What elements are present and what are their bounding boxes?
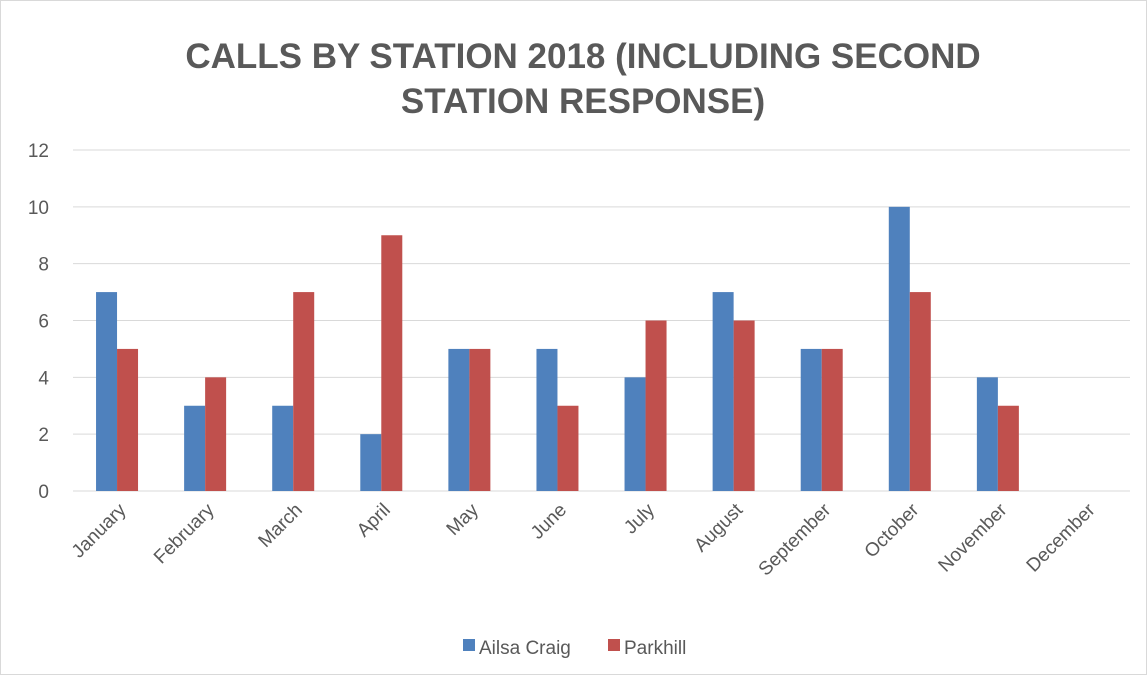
y-tick-label: 2 <box>38 425 49 446</box>
x-tick-label: April <box>353 500 395 542</box>
x-tick-label: March <box>255 500 307 552</box>
x-tick-label: June <box>527 500 571 544</box>
bars <box>96 206 1019 492</box>
chart-title-line-1: CALLS BY STATION 2018 (INCLUDING SECOND <box>185 37 980 76</box>
x-tick-label: October <box>861 499 924 562</box>
bar-parkhill-february <box>205 377 227 491</box>
bar-parkhill-august <box>733 320 755 491</box>
x-tick-label: May <box>443 499 484 540</box>
bar-parkhill-january <box>117 348 139 491</box>
legend-swatch-ailsa-craig <box>463 639 475 651</box>
legend-swatch-parkhill <box>608 639 620 651</box>
bar-ailsa-craig-july <box>624 377 646 491</box>
x-tick-label: September <box>755 499 836 580</box>
y-tick-label: 6 <box>38 312 49 333</box>
x-tick-label: December <box>1023 499 1100 576</box>
bar-ailsa-craig-may <box>448 348 470 491</box>
y-tick-label: 10 <box>28 198 49 219</box>
y-tick-label: 12 <box>28 141 49 162</box>
bar-parkhill-may <box>469 348 491 491</box>
bar-parkhill-july <box>645 320 667 491</box>
bar-parkhill-october <box>909 292 931 491</box>
bar-ailsa-craig-april <box>360 434 382 491</box>
y-tick-label: 0 <box>38 482 49 503</box>
chart-title-line-2: STATION RESPONSE) <box>401 82 765 121</box>
x-tick-label: November <box>935 499 1012 576</box>
legend: Ailsa Craig Parkhill <box>463 638 686 659</box>
bar-ailsa-craig-november <box>976 377 998 491</box>
bar-ailsa-craig-october <box>888 206 910 492</box>
bar-parkhill-april <box>381 235 403 491</box>
bar-parkhill-november <box>997 405 1019 491</box>
legend-label-parkhill: Parkhill <box>624 638 686 659</box>
bar-parkhill-september <box>821 348 843 491</box>
legend-label-ailsa-craig: Ailsa Craig <box>479 638 571 659</box>
bar-ailsa-craig-march <box>272 405 294 491</box>
chart-title: CALLS BY STATION 2018 (INCLUDING SECOND … <box>185 37 980 121</box>
x-tick-label: February <box>150 499 219 568</box>
x-tick-label: July <box>620 499 659 538</box>
bar-ailsa-craig-june <box>536 348 558 491</box>
bar-ailsa-craig-august <box>712 292 734 491</box>
y-axis-tick-labels: 0 2 4 6 8 10 12 <box>28 141 50 503</box>
bar-ailsa-craig-september <box>800 348 822 491</box>
bar-ailsa-craig-january <box>96 292 118 491</box>
x-tick-label: January <box>68 499 131 562</box>
x-tick-label: August <box>690 499 747 556</box>
x-axis-tick-labels: January February March April May June July Augu… <box>68 499 1100 580</box>
gridlines <box>73 149 1130 492</box>
y-tick-label: 4 <box>38 368 49 389</box>
bar-ailsa-craig-february <box>184 405 206 491</box>
bar-parkhill-june <box>557 405 579 491</box>
bar-parkhill-march <box>293 292 315 491</box>
y-tick-label: 8 <box>38 255 49 276</box>
